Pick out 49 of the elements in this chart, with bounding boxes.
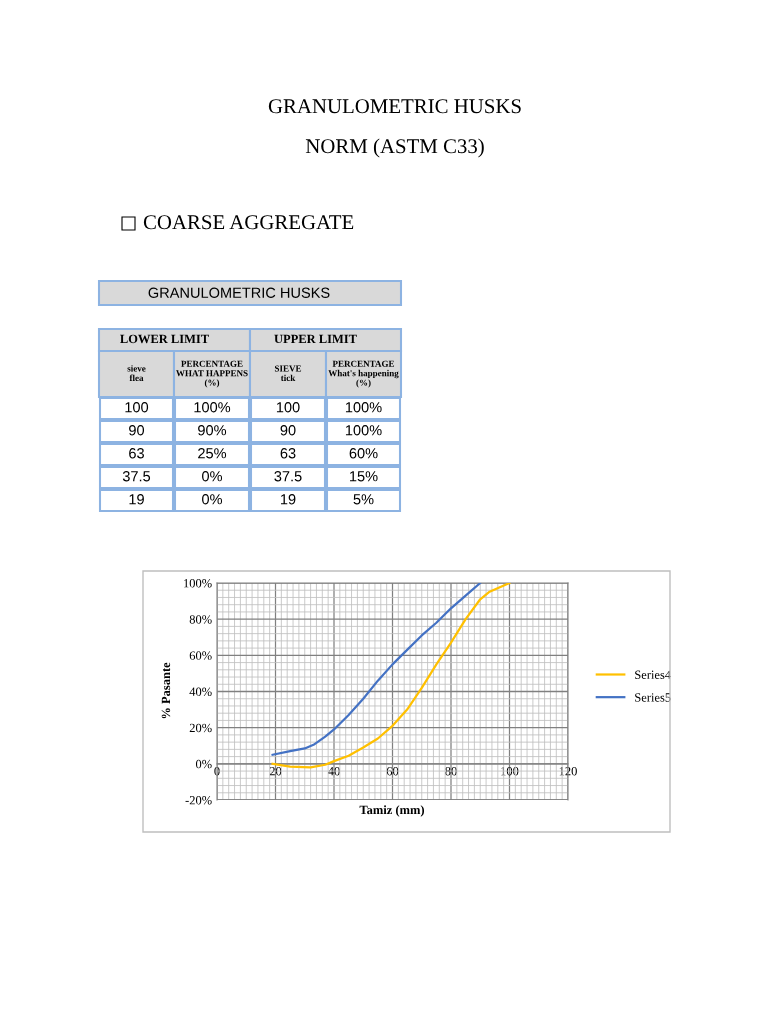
line-series <box>271 583 511 769</box>
text: UPPER LIMIT <box>274 334 357 344</box>
text: 0% <box>202 471 223 482</box>
text: 0% <box>202 494 223 505</box>
text: 100 <box>276 402 300 413</box>
y-tick-label: 40% <box>189 687 212 696</box>
text: 5% <box>353 494 374 505</box>
text: sieve flea <box>127 365 146 381</box>
x-tick-label: 120 <box>559 766 577 776</box>
text: 90 <box>129 425 145 436</box>
text: 63 <box>280 448 296 459</box>
text: PERCENTAGE WHAT HAPPENS (%) <box>176 360 248 388</box>
x-axis-title: Tamiz (mm) <box>359 805 425 817</box>
text: 100% <box>345 425 382 436</box>
legend-label: Series4 <box>635 670 671 679</box>
text: 100% <box>345 402 382 413</box>
text: 37.5 <box>122 471 151 482</box>
y-tick-label: 0% <box>195 759 212 769</box>
x-tick-label: 60 <box>386 766 399 776</box>
x-tick-label: 100 <box>501 766 519 776</box>
text: 15% <box>350 471 378 482</box>
y-axis-title: % Pasante <box>161 662 171 719</box>
text: 63 <box>129 448 144 459</box>
text: PERCENTAGE What's happening (%) <box>328 360 399 388</box>
x-tick-label: 80 <box>445 766 457 776</box>
y-tick-label: 80% <box>189 615 212 624</box>
legend-label: Series5 <box>635 693 671 702</box>
text: 90% <box>198 425 227 436</box>
y-tick-label: -20% <box>185 796 212 805</box>
text: 19 <box>281 494 296 505</box>
text: 37.5 <box>274 471 302 482</box>
x-tick-label: 40 <box>327 766 340 776</box>
y-tick-label: 20% <box>189 723 212 733</box>
text: 19 <box>129 494 144 505</box>
text: LOWER LIMIT <box>120 334 209 344</box>
text: GRANULOMETRIC HUSKS <box>268 99 521 114</box>
text: 100 <box>125 402 149 413</box>
y-tick-label: 60% <box>189 651 212 660</box>
text: 90 <box>280 425 296 436</box>
text: COARSE AGGREGATE <box>143 215 354 230</box>
y-tick-label: 100% <box>184 579 212 588</box>
x-tick-label: 0 <box>214 766 220 776</box>
text: SIEVE tick <box>274 365 302 381</box>
text: GRANULOMETRIC HUSKS <box>148 287 330 298</box>
text: NORM (ASTM C33) <box>305 138 484 158</box>
text: 60% <box>349 448 378 459</box>
line-series <box>271 583 482 756</box>
x-tick-label: 20 <box>269 766 282 776</box>
text: 25% <box>198 448 227 459</box>
